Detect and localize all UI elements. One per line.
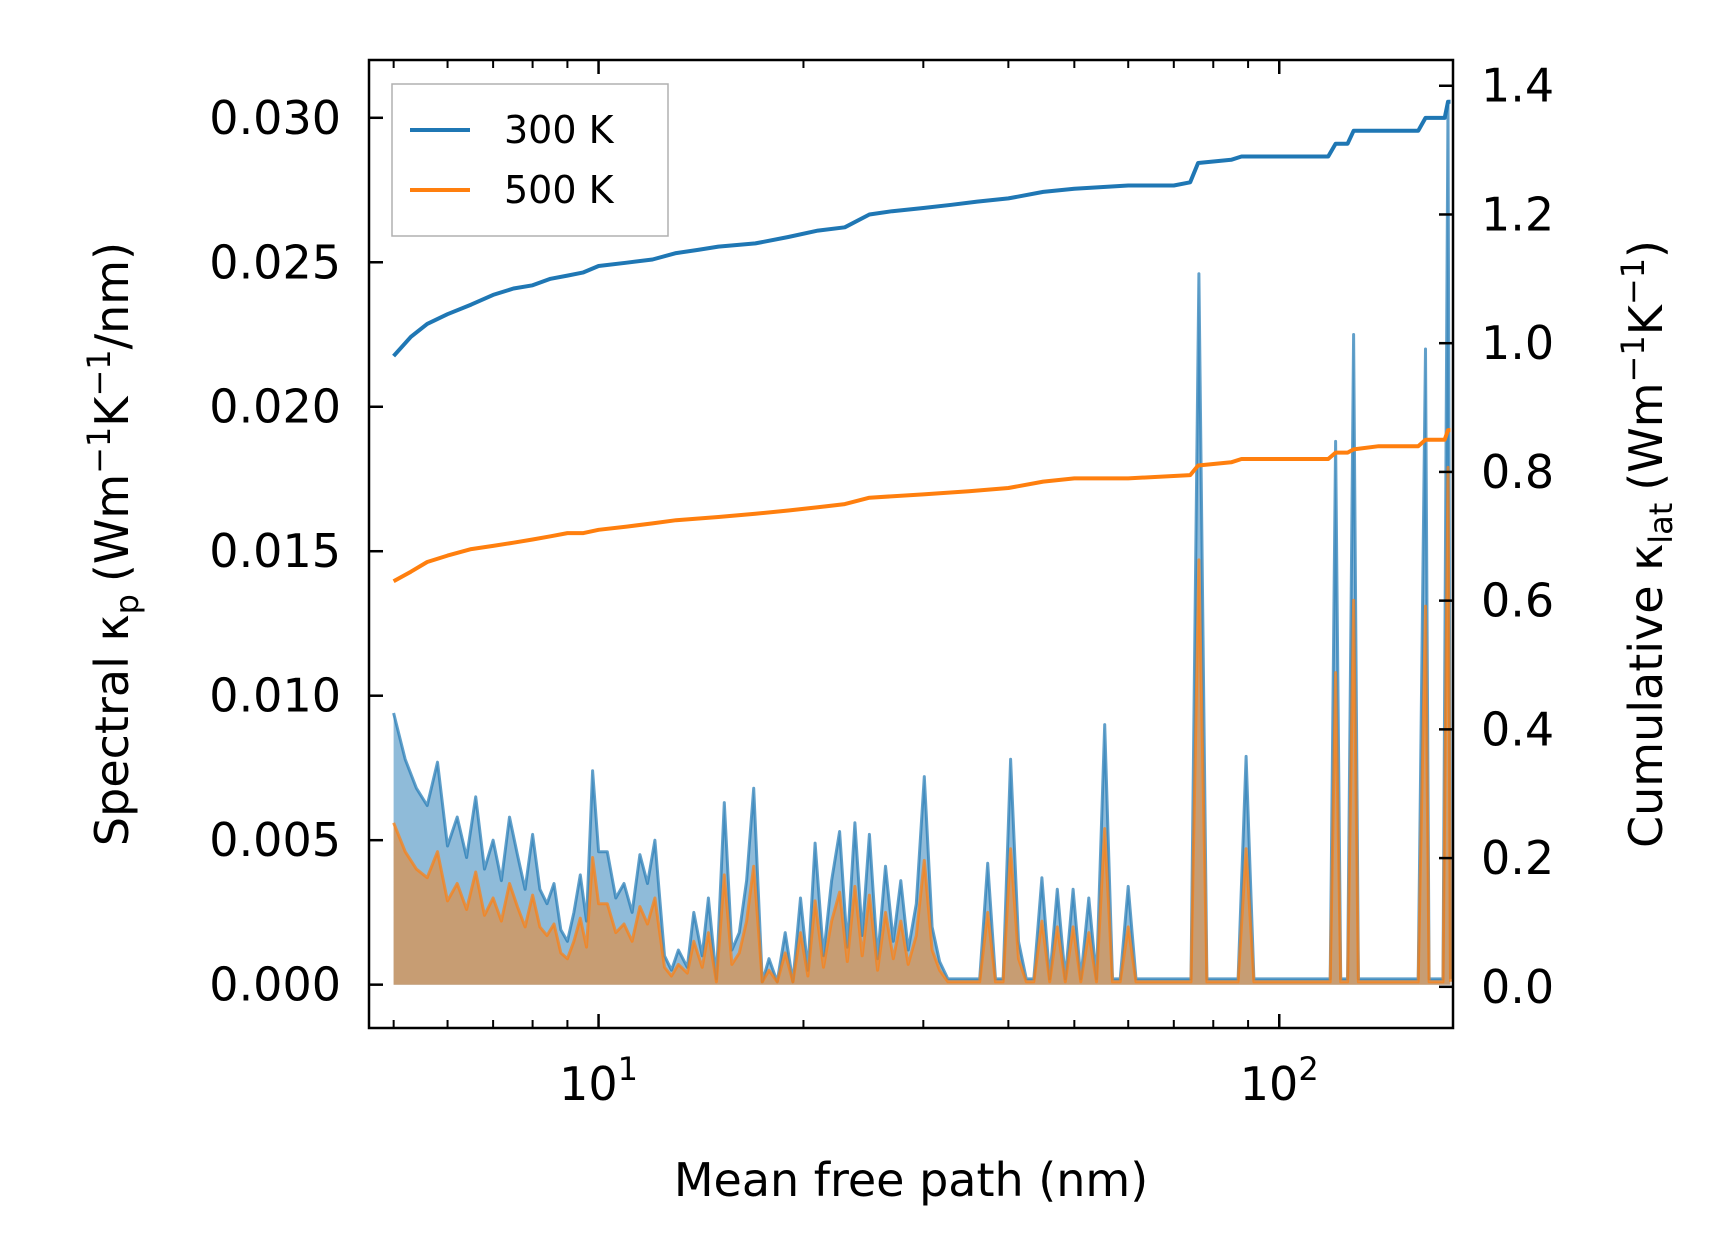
y-left-tick-label-0.005: 0.005 <box>209 813 341 867</box>
y-right-title-units-3: K <box>1619 303 1673 335</box>
x-tick-label-100: 102 <box>1240 1050 1319 1111</box>
x-tick-label-10: 101 <box>559 1050 638 1111</box>
legend-label-300k: 300 K <box>504 108 615 152</box>
x-tick-label-base: 10 <box>1240 1057 1299 1111</box>
plot-frame <box>367 58 1455 1030</box>
x-tick-label-exponent: 1 <box>618 1050 638 1088</box>
y-left-tick-label-0.020: 0.020 <box>209 380 341 434</box>
y-right-tick-label-1.0: 1.0 <box>1481 316 1554 370</box>
y-left-title-sub: p <box>108 594 146 614</box>
y-right-tick-label-1.2: 1.2 <box>1481 187 1554 241</box>
y-left-title-units-2: −1 <box>80 427 118 474</box>
y-left-title-main: Spectral κ <box>85 614 139 846</box>
y-right-title-main: Cumulative κ <box>1619 544 1673 848</box>
y-right-title-sub: lat <box>1642 503 1680 544</box>
x-axis: 101 102 <box>392 60 1319 1111</box>
y-axis-left: 0.000 0.005 0.010 0.015 0.020 0.025 0.030 <box>209 91 383 1012</box>
plot-marks <box>392 99 1452 985</box>
y-right-title-units-2: −1 <box>1614 335 1652 382</box>
y-right-title-units-4: −1 <box>1614 258 1652 305</box>
spectral-line-300k <box>392 101 1452 984</box>
y-right-tick-label-0.4: 0.4 <box>1481 702 1554 756</box>
y-axis-right: 0.0 0.2 0.4 0.6 0.8 1.0 1.2 1.4 <box>1439 59 1554 1014</box>
cumulative-line-500k <box>392 428 1451 584</box>
y-left-tick-label-0.010: 0.010 <box>209 669 341 723</box>
x-tick-label-base: 10 <box>559 1057 618 1111</box>
y-left-title-units-1: (Wm <box>85 474 139 582</box>
y-left-tick-label-0.025: 0.025 <box>209 235 341 289</box>
y-right-tick-label-0.0: 0.0 <box>1481 960 1554 1014</box>
x-axis-title: Mean free path (nm) <box>674 1153 1148 1207</box>
y-right-title-units-1: (Wm <box>1619 382 1673 490</box>
y-left-title-units-3: K <box>85 395 139 427</box>
y-left-title-units-4: −1 <box>80 349 118 396</box>
y-right-title-units-5: ) <box>1619 240 1673 258</box>
y-right-tick-label-1.4: 1.4 <box>1481 59 1554 113</box>
y-right-tick-label-0.2: 0.2 <box>1481 831 1554 885</box>
cumulative-line-300k <box>392 99 1451 358</box>
y-left-tick-label-0.015: 0.015 <box>209 524 341 578</box>
legend-box <box>391 83 669 237</box>
legend-label-500k: 500 K <box>504 168 615 212</box>
y-left-title-units-5: /nm) <box>85 242 139 349</box>
y-axis-right-title: Cumulative κlat(Wm−1K−1) <box>1614 240 1680 848</box>
y-left-tick-label-0.030: 0.030 <box>209 91 341 145</box>
y-right-tick-label-0.6: 0.6 <box>1481 574 1554 628</box>
spectral-line-500k <box>392 465 1452 984</box>
y-left-tick-label-0.000: 0.000 <box>209 958 341 1012</box>
y-right-tick-label-0.8: 0.8 <box>1481 445 1554 499</box>
y-axis-left-title: Spectral κp(Wm−1K−1/nm) <box>80 242 146 846</box>
spectral-area-500k <box>393 467 1451 985</box>
x-tick-label-exponent: 2 <box>1298 1050 1318 1088</box>
spectral-area-300k <box>393 103 1451 985</box>
legend: 300 K 500 K <box>391 83 669 237</box>
